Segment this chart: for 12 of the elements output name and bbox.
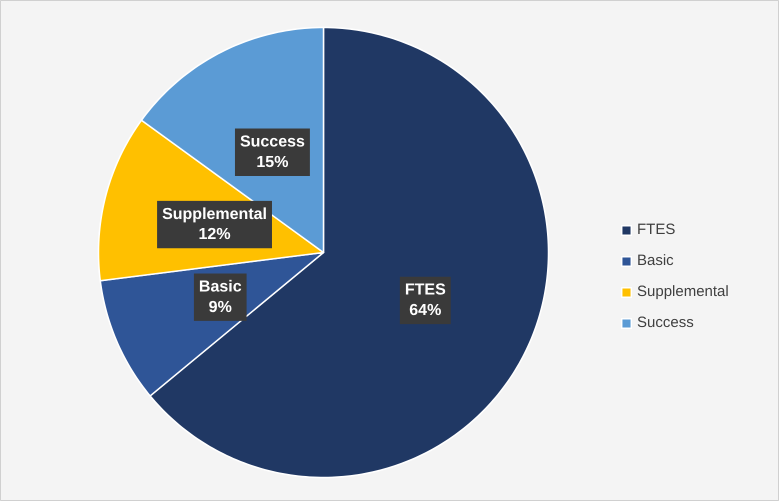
data-label: 15% bbox=[256, 154, 288, 171]
data-label: 64% bbox=[409, 302, 442, 320]
legend-label: Basic bbox=[637, 252, 674, 269]
data-label: 9% bbox=[208, 298, 232, 316]
legend-label: FTES bbox=[637, 221, 676, 238]
slice-label: Supplemental bbox=[162, 206, 267, 223]
legend-label: Supplemental bbox=[637, 283, 729, 300]
slice-label: Basic bbox=[198, 278, 242, 296]
slice-label: Success bbox=[240, 134, 305, 151]
data-label: 12% bbox=[198, 226, 231, 244]
slice-label: FTES bbox=[404, 282, 446, 299]
legend-label: Success bbox=[637, 314, 694, 331]
